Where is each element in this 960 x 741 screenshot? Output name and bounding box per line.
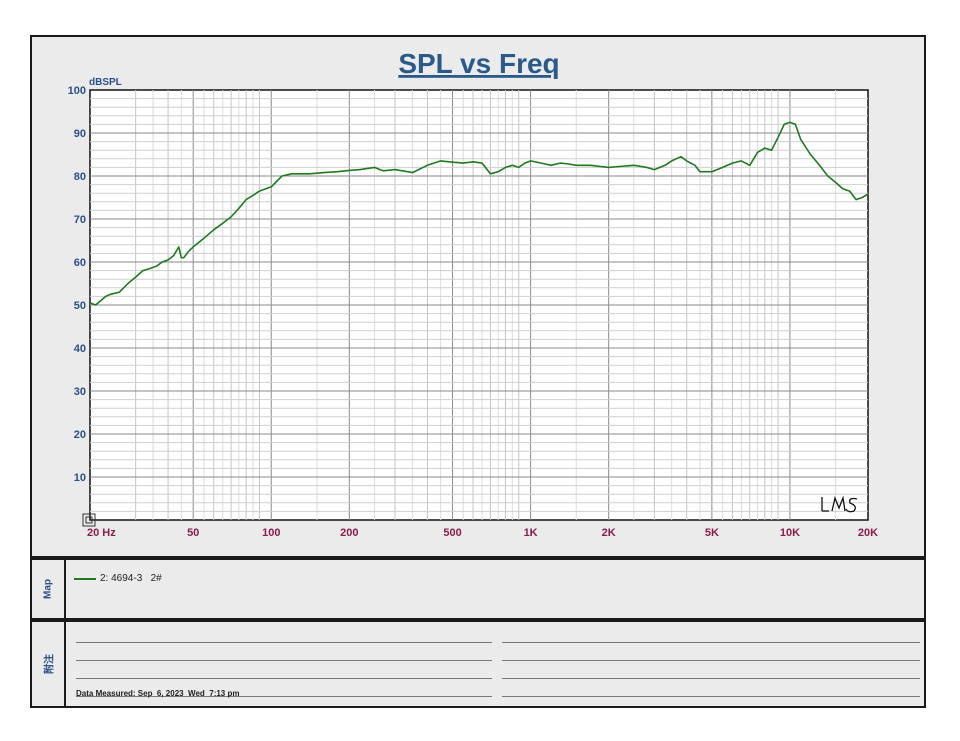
report-frame: SPL vs Freq dBSPL 100 90 80 70 60 50 40 30 20 10 … xyxy=(30,35,926,708)
measured-date: Data Measured: Sep 6, 2023 Wed 7:13 pm xyxy=(76,689,240,698)
x-tick-label: 10K xyxy=(780,527,800,539)
chart-title: SPL vs Freq xyxy=(398,48,559,79)
lms-watermark-icon xyxy=(821,495,858,513)
y-tick-label: 50 xyxy=(74,300,86,312)
y-tick-label: 80 xyxy=(74,171,86,183)
x-tick-label: 1K xyxy=(524,527,538,539)
spl-chart: SPL vs Freq dBSPL 100908070605040302010 … xyxy=(68,48,879,539)
series-line xyxy=(89,121,869,306)
x-tick-label: 100 xyxy=(262,527,280,539)
note-line xyxy=(76,696,492,697)
map-label: Map xyxy=(42,579,54,599)
x-tick-label: 50 xyxy=(187,527,199,539)
map-panel: Map 2: 4694-3 2# xyxy=(32,560,924,618)
note-line xyxy=(502,660,920,661)
y-tick-label: 90 xyxy=(74,128,86,140)
y-tick-label: 100 xyxy=(68,85,86,97)
notes-panel: 附注 xyxy=(32,622,924,706)
map-label-cell: Map xyxy=(32,560,66,618)
legend-swatch xyxy=(74,577,96,580)
y-tick-labels: 100 90 80 70 60 50 40 30 20 10 xyxy=(68,85,86,484)
chart-panel: SPL vs Freq dBSPL 100 90 80 70 60 50 40 30 20 10 … xyxy=(32,37,924,556)
x-tick-label: 2K xyxy=(602,527,616,539)
x-tick-label: 200 xyxy=(340,527,358,539)
notes-label-cell: 附注 xyxy=(32,622,66,706)
note-line xyxy=(76,678,492,679)
section-divider xyxy=(32,556,924,560)
legend-label: 2: 4694-3 2# xyxy=(100,573,162,584)
x-tick-labels: 20 Hz 50 100 200 500 1K 2K 5K 10K 20K xyxy=(87,527,878,539)
note-line xyxy=(76,660,492,661)
grid xyxy=(90,90,868,520)
y-tick-label: 20 xyxy=(74,429,86,441)
notes-label: 附注 xyxy=(44,654,56,674)
series-group xyxy=(89,121,869,306)
note-line xyxy=(76,642,492,643)
x-tick-label: 20 Hz xyxy=(87,527,116,539)
legend-entry: 2: 4694-3 2# xyxy=(74,573,162,584)
y-tick-label: 10 xyxy=(74,472,86,484)
y-tick-label: 40 xyxy=(74,343,86,355)
note-line xyxy=(502,642,920,643)
y-tick-label: 30 xyxy=(74,386,86,398)
origin-icon xyxy=(82,513,96,527)
y-axis-label: dBSPL xyxy=(89,77,122,88)
y-tick-label: 60 xyxy=(74,257,86,269)
x-tick-label: 20K xyxy=(858,527,878,539)
y-tick-label: 70 xyxy=(74,214,86,226)
x-tick-label: 500 xyxy=(443,527,461,539)
section-divider xyxy=(32,618,924,622)
note-line xyxy=(502,678,920,679)
x-tick-label: 5K xyxy=(705,527,719,539)
note-line xyxy=(502,696,920,697)
